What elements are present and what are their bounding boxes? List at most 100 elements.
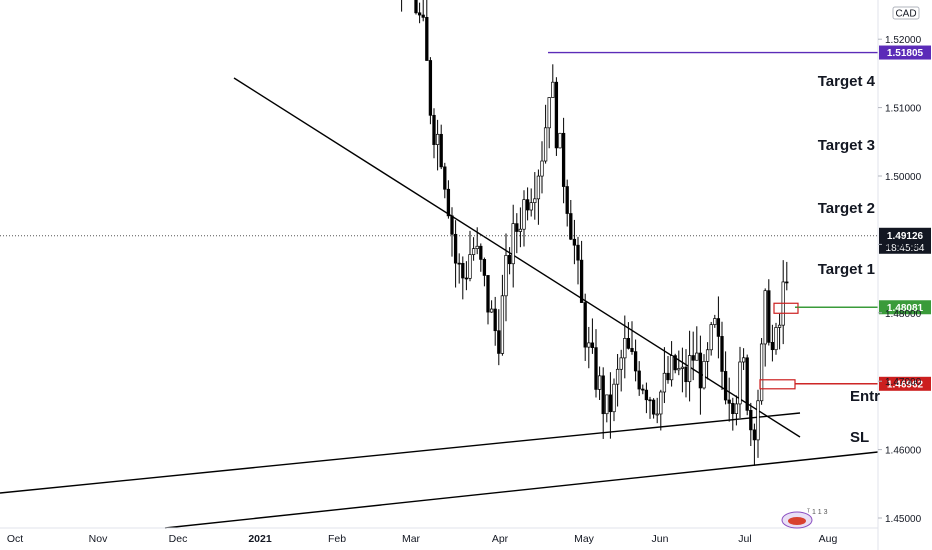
candle-body xyxy=(525,199,530,211)
candle-body xyxy=(543,127,548,162)
candle xyxy=(421,0,425,22)
candle xyxy=(547,97,551,149)
candle xyxy=(497,309,501,366)
candle-body xyxy=(785,281,789,284)
candle-body xyxy=(590,342,595,348)
candle xyxy=(450,207,454,257)
candle xyxy=(734,395,739,426)
candle-body xyxy=(572,238,577,246)
candle-body xyxy=(759,343,764,402)
level-label-target-3: Target 3 xyxy=(818,137,875,154)
candle xyxy=(691,331,695,381)
downtrend-line xyxy=(233,77,801,438)
candle xyxy=(561,117,566,204)
candle xyxy=(727,377,731,422)
candle-body xyxy=(605,394,609,415)
candle-body xyxy=(713,318,717,325)
candle xyxy=(648,396,652,419)
candle xyxy=(720,321,724,390)
y-tick-label: 1.48000 xyxy=(885,309,922,320)
candle xyxy=(662,347,667,404)
candle xyxy=(612,378,616,422)
candle-body xyxy=(662,372,667,393)
candle-body xyxy=(435,133,440,145)
candle-body xyxy=(479,245,483,260)
candle xyxy=(565,179,569,227)
candle xyxy=(637,361,641,396)
price-tag-text: 1.51805 xyxy=(887,48,924,59)
y-tick-label: 1.51000 xyxy=(885,104,922,115)
candle xyxy=(749,402,753,447)
y-tick-label: 1.52000 xyxy=(885,35,922,46)
currency-badge xyxy=(892,6,920,20)
candle-body xyxy=(443,166,447,190)
candle xyxy=(684,349,688,398)
candle xyxy=(507,247,512,275)
candle xyxy=(435,119,440,171)
candle-body xyxy=(691,355,695,361)
candle-body xyxy=(637,370,641,390)
candle-body xyxy=(716,318,721,337)
candle xyxy=(745,354,749,416)
current-price-value: 1.49126 xyxy=(887,231,924,242)
candle xyxy=(525,187,530,221)
candle-body xyxy=(669,355,674,381)
candle xyxy=(709,321,713,356)
candle xyxy=(468,230,472,282)
candle xyxy=(500,274,505,356)
candle xyxy=(716,296,721,359)
candle xyxy=(633,339,638,382)
candle-body xyxy=(529,202,533,211)
candle-body xyxy=(673,355,677,371)
candle xyxy=(475,227,479,255)
candle xyxy=(489,300,494,313)
candle xyxy=(579,240,584,303)
candle-body xyxy=(425,17,429,61)
candle xyxy=(583,293,587,361)
candle xyxy=(417,2,422,24)
price-tag-text: 1.46962 xyxy=(887,379,924,390)
candle-body xyxy=(540,160,544,177)
candle xyxy=(698,335,703,415)
x-tick-label: May xyxy=(574,533,595,545)
level-label-sl: SL xyxy=(850,429,869,446)
candle-body xyxy=(569,213,573,240)
y-tick-label: 1.49000 xyxy=(885,240,922,251)
candle-body xyxy=(522,199,526,230)
candle xyxy=(669,341,674,387)
candle xyxy=(587,326,591,369)
candle-body xyxy=(428,60,433,116)
candle xyxy=(702,354,706,390)
candle-body xyxy=(687,355,692,383)
candle-body xyxy=(641,388,645,391)
candle-body xyxy=(497,330,501,354)
candle-body xyxy=(468,254,472,279)
candle xyxy=(605,394,609,423)
candle-body xyxy=(533,198,537,204)
candle-body xyxy=(504,255,508,297)
candle-body xyxy=(536,175,541,200)
candle-body xyxy=(482,259,487,276)
candle-body xyxy=(414,0,418,14)
candle-body xyxy=(608,394,613,413)
candle xyxy=(756,389,760,458)
candle-body xyxy=(770,342,775,351)
candle xyxy=(457,253,461,284)
lower-channel-line xyxy=(164,451,879,529)
candle xyxy=(687,330,692,402)
candle-body xyxy=(432,114,436,145)
candle-body xyxy=(507,255,512,265)
candle-body xyxy=(705,349,710,362)
candle-body xyxy=(684,366,688,383)
candle xyxy=(453,220,458,288)
candle xyxy=(518,207,523,248)
candle xyxy=(493,296,497,346)
candle xyxy=(443,162,447,199)
candle xyxy=(763,288,767,367)
candle-body xyxy=(464,277,469,280)
candle-body xyxy=(695,352,699,361)
x-tick-label: Aug xyxy=(819,533,838,545)
candle-body xyxy=(421,14,425,18)
candle-body xyxy=(558,132,562,149)
